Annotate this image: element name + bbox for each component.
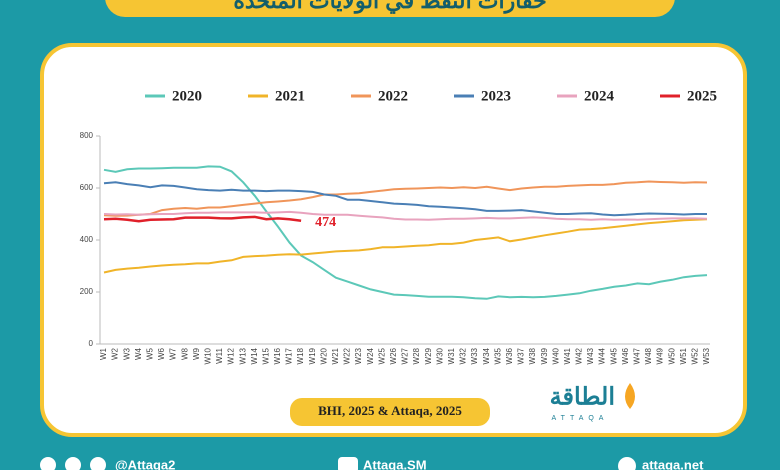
- x-tick-label: W45: [609, 347, 618, 364]
- banner-title: حفارات النفط في الولايات المتحدة: [233, 0, 546, 14]
- x-tick-label: W1: [99, 347, 108, 360]
- x-tick-label: W18: [296, 347, 305, 364]
- x-tick-label: W11: [215, 347, 224, 363]
- legend-label: 2023: [481, 88, 511, 104]
- footer-handle: Attaqa.SM: [363, 457, 427, 470]
- x-tick-label: W25: [377, 347, 386, 364]
- x-tick-label: W33: [470, 347, 479, 364]
- end-label: 474: [315, 215, 336, 230]
- x-tick-label: W22: [343, 347, 352, 364]
- x-tick-label: W37: [517, 347, 526, 364]
- x-tick-label: W5: [145, 347, 154, 360]
- x-tick-label: W21: [331, 347, 340, 364]
- logo-icon: [625, 383, 635, 409]
- y-tick-label: 0: [89, 339, 94, 348]
- legend-label: 2025: [687, 88, 717, 104]
- x-tick-label: W2: [111, 347, 120, 360]
- logo-name: الطاقة: [550, 383, 615, 410]
- x-tick-label: W43: [586, 347, 595, 364]
- line-2024: [103, 210, 708, 221]
- x-tick-label: W39: [540, 347, 549, 364]
- legend-label: 2021: [275, 88, 305, 104]
- x-tick-label: W50: [667, 347, 676, 364]
- line-2025: [103, 215, 302, 223]
- legend-label: 2020: [172, 88, 202, 104]
- x-tick-label: W44: [598, 347, 607, 364]
- x-tick-label: W20: [319, 347, 328, 364]
- x-tick-label: W28: [412, 347, 421, 364]
- x-tick-label: W49: [656, 347, 665, 364]
- x-tick-label: W35: [493, 347, 502, 364]
- x-tick-label: W41: [563, 347, 572, 364]
- x-tick-label: W48: [644, 347, 653, 364]
- line-2022: [103, 180, 708, 217]
- x-tick-label: W36: [505, 347, 514, 364]
- line-2021: [103, 218, 708, 274]
- x-tick-label: W13: [238, 347, 247, 364]
- x-tick-label: W26: [389, 347, 398, 364]
- icon: [40, 457, 56, 473]
- legend-label: 2022: [378, 88, 408, 104]
- y-tick-label: 800: [80, 131, 94, 140]
- x-tick-label: W34: [482, 347, 491, 364]
- y-tick-label: 600: [80, 183, 94, 192]
- footer-handle: @Attaqa2: [115, 457, 175, 470]
- line-2020: [103, 165, 708, 300]
- x-tick-label: W24: [366, 347, 375, 364]
- x-tick-label: W6: [157, 347, 166, 360]
- line-2023: [103, 181, 707, 217]
- x-tick-label: W40: [551, 347, 560, 364]
- icon: [65, 457, 81, 473]
- x-tick-label: W29: [424, 347, 433, 364]
- icon: [338, 457, 358, 473]
- footer-site: attaqa.net: [642, 457, 704, 470]
- x-tick-label: W3: [122, 347, 131, 360]
- x-tick-label: W8: [180, 347, 189, 360]
- x-tick-label: W4: [134, 347, 143, 360]
- x-tick-label: W51: [679, 347, 688, 364]
- x-tick-label: W42: [575, 347, 584, 364]
- x-tick-label: W15: [261, 347, 270, 364]
- x-tick-label: W10: [203, 347, 212, 364]
- x-tick-label: W27: [401, 347, 410, 364]
- x-tick-label: W12: [227, 347, 236, 364]
- x-tick-label: W46: [621, 347, 630, 364]
- banner: [105, 0, 675, 17]
- source-box: [290, 398, 490, 426]
- legend-label: 2024: [584, 88, 615, 104]
- y-tick-label: 400: [80, 235, 94, 244]
- x-tick-label: W38: [528, 347, 537, 364]
- panel: [40, 43, 747, 437]
- y-tick-label: 200: [80, 287, 94, 296]
- x-tick-label: W53: [702, 347, 711, 364]
- x-tick-label: W9: [192, 347, 201, 360]
- x-tick-label: W19: [308, 347, 317, 364]
- x-tick-label: W17: [285, 347, 294, 364]
- icon: [90, 457, 106, 473]
- x-tick-label: W16: [273, 347, 282, 364]
- x-tick-label: W14: [250, 347, 259, 364]
- x-tick-label: W47: [633, 347, 642, 364]
- x-tick-label: W31: [447, 347, 456, 364]
- x-tick-label: W52: [691, 347, 700, 364]
- x-tick-label: W32: [459, 347, 468, 364]
- logo-latin: ATTAQA: [552, 415, 609, 422]
- source: BHI, 2025 & Attaqa, 2025: [318, 403, 462, 418]
- x-tick-label: W23: [354, 347, 363, 364]
- x-tick-label: W30: [435, 347, 444, 364]
- x-tick-label: W7: [169, 347, 178, 360]
